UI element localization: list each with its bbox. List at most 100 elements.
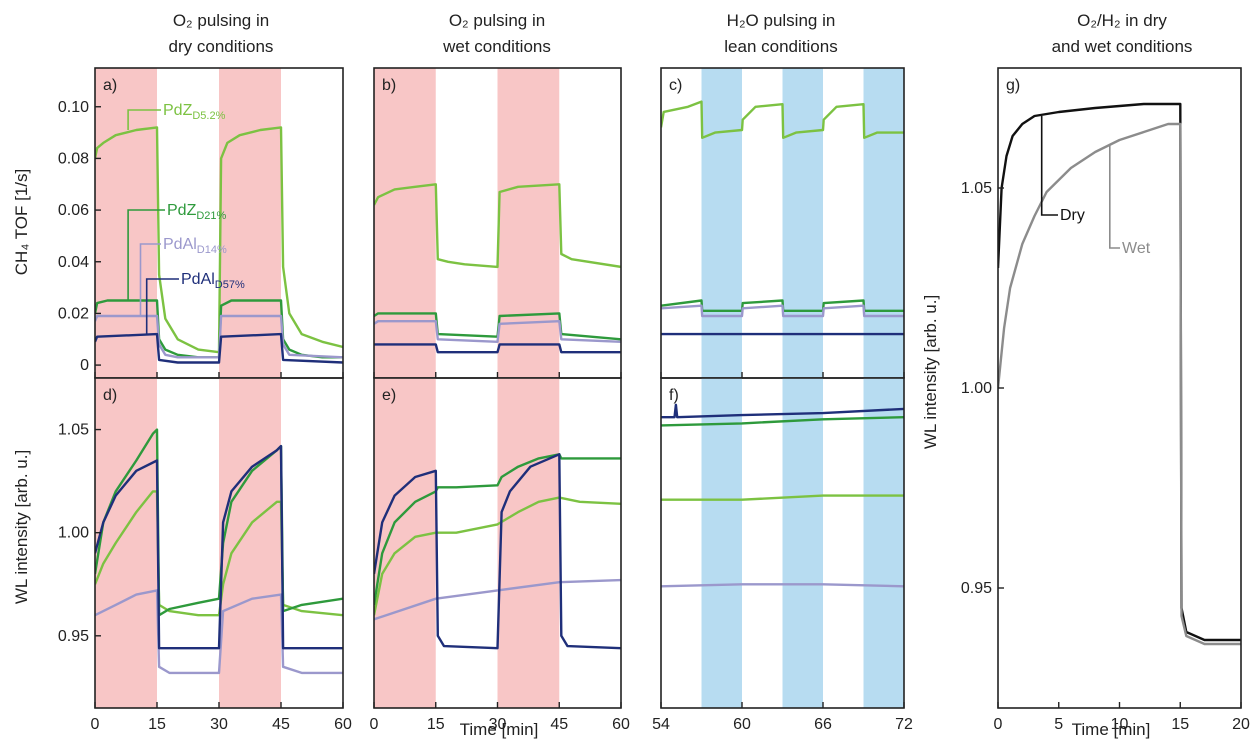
pulse-band — [497, 68, 560, 378]
panel-letter: b) — [382, 77, 396, 94]
series-label: PdAlD14% — [163, 236, 227, 256]
y-tick-label: 0 — [80, 357, 89, 374]
panel-letter: f) — [669, 387, 679, 404]
pulse-band — [701, 378, 742, 708]
x-tick-label: 45 — [550, 716, 568, 733]
series-line-pdal_d57 — [95, 332, 343, 364]
series-label: Dry — [1060, 207, 1085, 224]
panel-f: f) 54 60 66 72 — [652, 377, 913, 733]
panel-e: e) 0 15 30 45 60 — [370, 377, 630, 733]
series-label: Wet — [1122, 240, 1151, 257]
pulse-band — [219, 378, 281, 708]
series-line-pdal_d57 — [374, 453, 621, 650]
x-tick-label: 30 — [489, 716, 507, 733]
column-title-4-line2: and wet conditions — [1052, 37, 1193, 56]
column-title-1-line1: O₂ pulsing in — [173, 11, 269, 30]
series-annotations: PdZD5.2% PdZD21% PdAlD14% PdAlD57% Dry Wet — [127, 102, 1151, 335]
column-title-1-line2: dry conditions — [169, 37, 274, 56]
column-title-3-line2: lean conditions — [724, 37, 837, 56]
pulse-band — [782, 378, 823, 708]
pulse-band — [374, 68, 436, 378]
series-line-pdal_d57 — [95, 444, 343, 650]
x-tick-label: 15 — [148, 716, 166, 733]
tof-y-axis-label: CH₄ TOF [1/s] — [12, 169, 31, 275]
panel-letter: e) — [382, 387, 396, 404]
x-tick-label: 45 — [272, 716, 290, 733]
pulse-band — [782, 68, 823, 378]
series-line-pdz_d21 — [661, 416, 904, 427]
x-tick-label: 20 — [1232, 716, 1250, 733]
y-tick-label: 0.02 — [58, 305, 89, 322]
panel-b: b) — [373, 67, 622, 379]
series-label: PdZD21% — [167, 202, 227, 222]
series-label: PdAlD57% — [181, 271, 245, 291]
panel-letter: a) — [103, 77, 117, 94]
series-line-pdal_d14 — [661, 583, 904, 588]
y-tick-label: 1.05 — [961, 180, 992, 197]
wl-y-axis-label: WL intensity [arb. u.] — [12, 450, 31, 604]
panels: a) 0 0.02 0.04 0.06 0.08 0.10 b) c) d) 0.95 1.00 1.0… — [58, 67, 1250, 733]
panel-d: d) 0.95 1.00 1.05 0 15 30 45 60 — [58, 377, 352, 733]
x-tick-label: 72 — [895, 716, 913, 733]
annotation-leader — [145, 278, 179, 335]
g-y-axis-label: WL intensity [arb. u.] — [921, 295, 940, 449]
panel-c: c) — [660, 67, 905, 379]
panel-letter: c) — [669, 77, 682, 94]
x-tick-label: 10 — [1111, 716, 1129, 733]
y-tick-label: 0.95 — [58, 628, 89, 645]
series-line-pdal_d14 — [661, 304, 904, 318]
series-line-pdal_d14 — [374, 578, 621, 621]
panel-letter: d) — [103, 387, 117, 404]
pulse-band — [701, 68, 742, 378]
pulse-band — [95, 68, 157, 378]
x-tick-label: 15 — [427, 716, 445, 733]
series-line-pdal_d57 — [661, 403, 904, 419]
x-tick-label: 66 — [814, 716, 832, 733]
annotation-leader — [1040, 116, 1058, 216]
x-tick-label: 0 — [91, 716, 100, 733]
annotation-leader — [127, 209, 165, 301]
column-title-4-line1: O₂/H₂ in dry — [1077, 11, 1167, 30]
y-tick-label: 0.04 — [58, 254, 89, 271]
series-label: PdZD5.2% — [163, 102, 226, 122]
pulse-band — [497, 378, 560, 708]
pulse-band — [95, 378, 157, 708]
y-tick-label: 1.00 — [961, 380, 992, 397]
series-line-pdal_d14 — [95, 589, 343, 675]
y-tick-label: 0.10 — [58, 99, 89, 116]
column-title-2-line1: O₂ pulsing in — [449, 11, 545, 30]
x-tick-label: 5 — [1054, 716, 1063, 733]
y-tick-label: 0.06 — [58, 202, 89, 219]
x-tick-label: 54 — [652, 716, 670, 733]
plot-frame — [997, 67, 1242, 709]
x-tick-label: 0 — [994, 716, 1003, 733]
panel-letter: g) — [1006, 77, 1020, 94]
column-title-3-line1: H₂O pulsing in — [727, 11, 836, 30]
series-line-pdz_d52 — [661, 100, 904, 139]
x-tick-label: 60 — [733, 716, 751, 733]
series-line-pdz_d52 — [374, 183, 621, 269]
x-axis-label-g: Time [min] — [1072, 720, 1151, 739]
x-tick-label: 60 — [612, 716, 630, 733]
annotation-leader — [1109, 144, 1120, 249]
pulse-band — [374, 378, 436, 708]
x-tick-label: 0 — [370, 716, 379, 733]
y-tick-label: 0.95 — [961, 580, 992, 597]
panel-g: g) 0.95 1.00 1.05 0 5 10 15 20 — [961, 67, 1250, 733]
x-tick-label: 15 — [1171, 716, 1189, 733]
series-line-pdz_d52 — [661, 494, 904, 501]
pulse-band — [863, 68, 904, 378]
column-title-2-line2: wet conditions — [442, 37, 551, 56]
annotation-leader — [127, 109, 161, 130]
x-axis-label-center: Time [min] — [460, 720, 539, 739]
series-line-pdz_d21 — [374, 453, 621, 606]
series-line-dry — [998, 102, 1241, 642]
y-tick-label: 1.00 — [58, 525, 89, 542]
pulse-band — [863, 378, 904, 708]
series-line-pdal_d14 — [374, 320, 621, 343]
x-tick-label: 60 — [334, 716, 352, 733]
pulse-band — [219, 68, 281, 378]
plot-frame — [660, 377, 905, 709]
annotation-leader — [139, 243, 161, 316]
